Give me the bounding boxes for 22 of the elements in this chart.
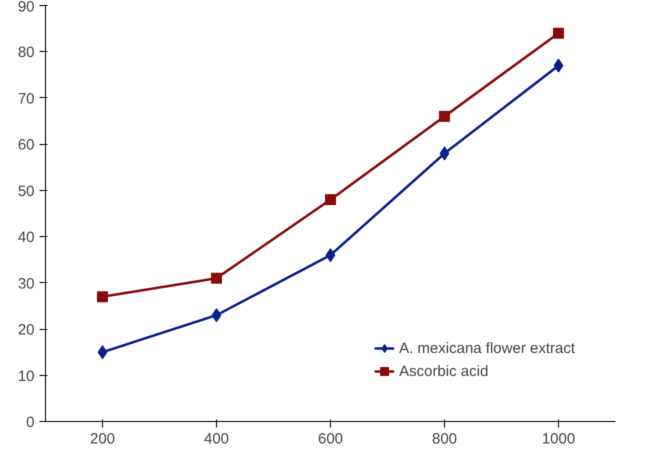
y-tick-label: 20: [18, 322, 35, 339]
point: [439, 110, 450, 122]
x-tick-label: 200: [90, 430, 116, 448]
y-tick-label: 40: [18, 229, 35, 246]
y-tick-label: 90: [18, 0, 35, 16]
y-tick-label: 0: [26, 414, 34, 431]
y-tick-label: 10: [18, 368, 35, 385]
y-tick-label: 30: [18, 275, 35, 292]
x-tick-label: 800: [432, 430, 458, 448]
point: [553, 28, 564, 39]
y-tick-label: 60: [18, 136, 35, 154]
y-tick-label: 50: [18, 182, 35, 200]
x-tick-label: 400: [204, 430, 230, 448]
x-tick-label: 600: [318, 430, 344, 448]
legend-label: A. mexicana flower extract: [399, 340, 575, 356]
point: [325, 194, 336, 206]
point: [97, 291, 108, 302]
point: [211, 272, 222, 284]
x-tick-label: 1000: [542, 430, 576, 448]
y-tick-label: 80: [18, 44, 35, 62]
y-tick-label: 70: [18, 90, 35, 108]
legend-label: Ascorbic acid: [399, 362, 488, 380]
